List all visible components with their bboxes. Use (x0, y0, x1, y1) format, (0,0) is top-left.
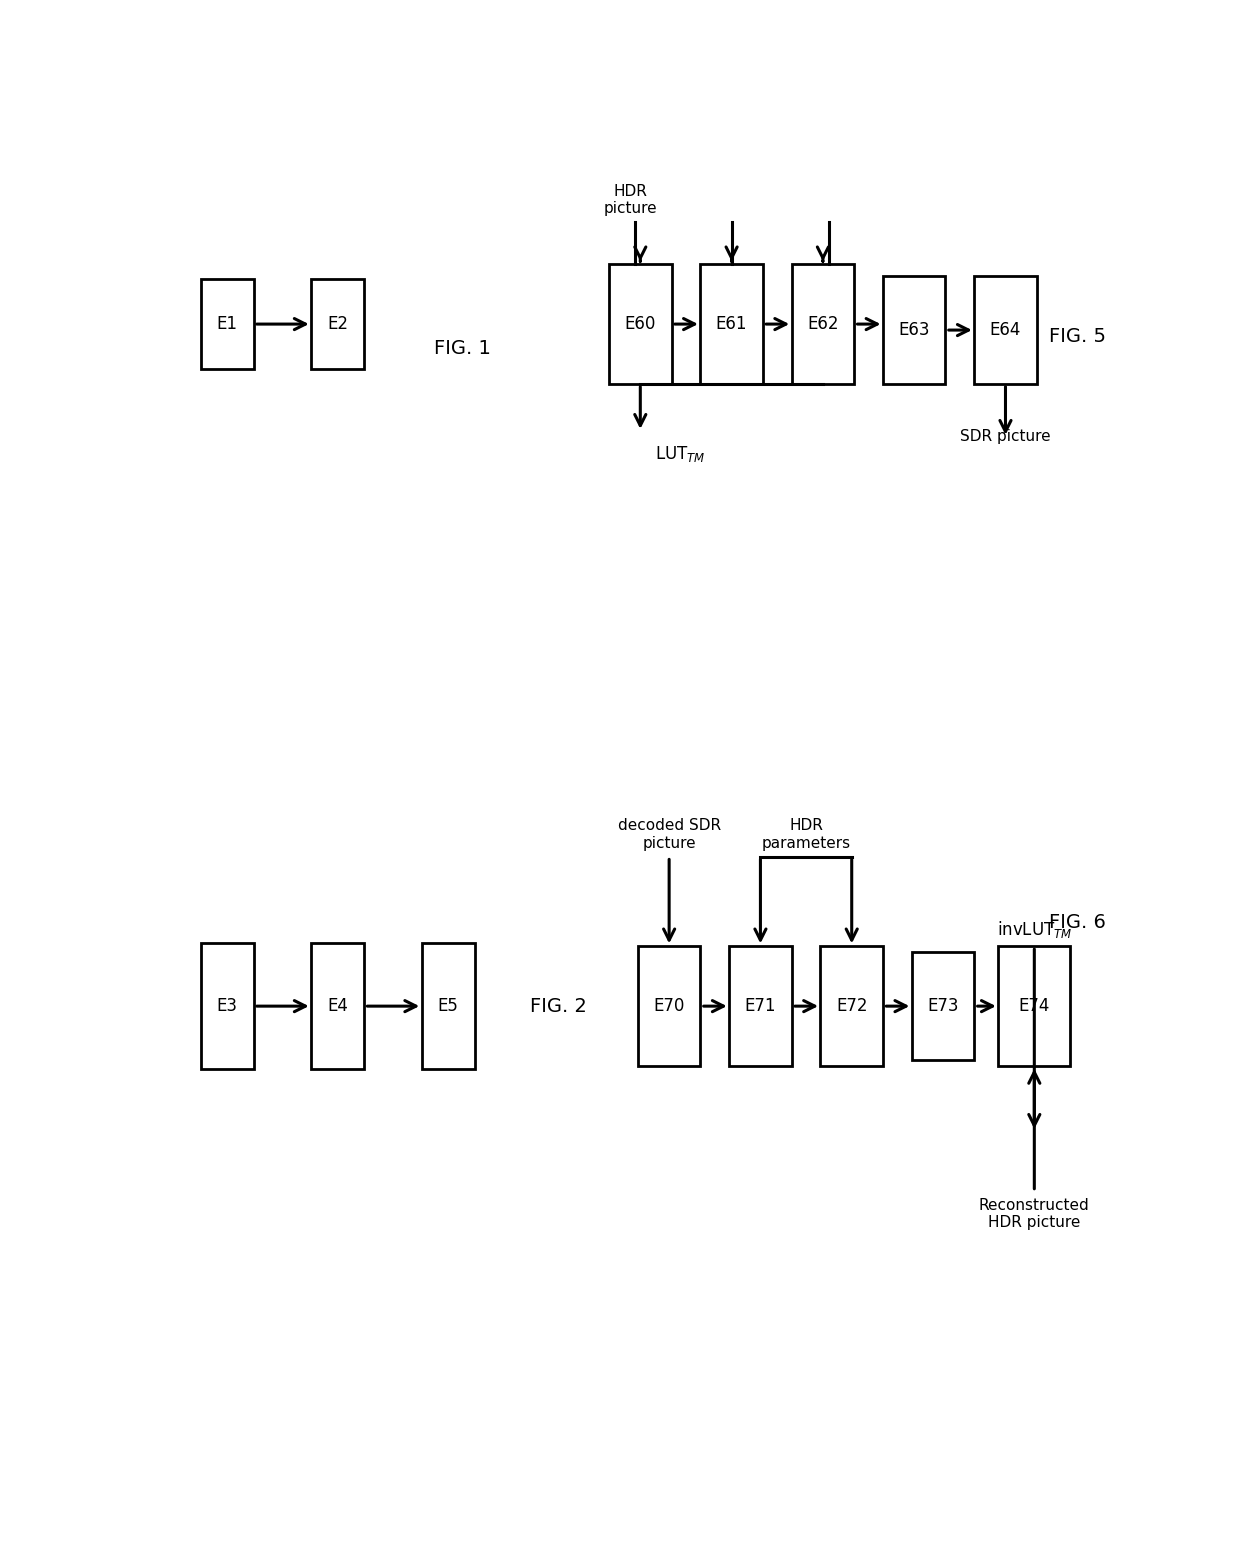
Bar (637, 946, 701, 1066)
Bar (883, 277, 945, 384)
Text: invLUT$_{TM}$: invLUT$_{TM}$ (997, 920, 1073, 940)
Text: E1: E1 (217, 315, 238, 333)
Bar (422, 943, 475, 1069)
Bar (975, 277, 1037, 384)
Text: E3: E3 (217, 998, 238, 1015)
Text: E74: E74 (1018, 998, 1050, 1015)
Bar (911, 953, 975, 1060)
Text: decoded SDR
picture: decoded SDR picture (618, 819, 720, 850)
Text: E60: E60 (625, 315, 656, 333)
Text: FIG. 6: FIG. 6 (1049, 912, 1106, 932)
Bar (701, 264, 763, 384)
Text: Reconstructed
HDR picture: Reconstructed HDR picture (978, 1198, 1090, 1229)
Bar (311, 943, 365, 1069)
Text: LUT$_{TM}$: LUT$_{TM}$ (655, 444, 706, 463)
Text: E71: E71 (745, 998, 776, 1015)
Text: E73: E73 (928, 998, 959, 1015)
Bar (609, 264, 672, 384)
Text: E63: E63 (899, 322, 930, 339)
Text: FIG. 2: FIG. 2 (529, 996, 587, 1016)
Text: FIG. 5: FIG. 5 (1049, 326, 1106, 345)
Bar (821, 946, 883, 1066)
Text: E61: E61 (715, 315, 748, 333)
Text: E2: E2 (327, 315, 348, 333)
Bar (201, 280, 253, 368)
Text: E5: E5 (438, 998, 459, 1015)
Text: HDR
picture: HDR picture (604, 183, 657, 216)
Text: E62: E62 (807, 315, 838, 333)
Bar (729, 946, 791, 1066)
Text: HDR
parameters: HDR parameters (761, 819, 851, 850)
Text: E70: E70 (653, 998, 684, 1015)
Bar (791, 264, 854, 384)
Bar (998, 946, 1070, 1066)
Text: E4: E4 (327, 998, 348, 1015)
Bar (201, 943, 253, 1069)
Text: E72: E72 (836, 998, 868, 1015)
Text: SDR picture: SDR picture (960, 429, 1050, 444)
Text: E64: E64 (990, 322, 1022, 339)
Bar (311, 280, 365, 368)
Text: FIG. 1: FIG. 1 (434, 339, 491, 357)
